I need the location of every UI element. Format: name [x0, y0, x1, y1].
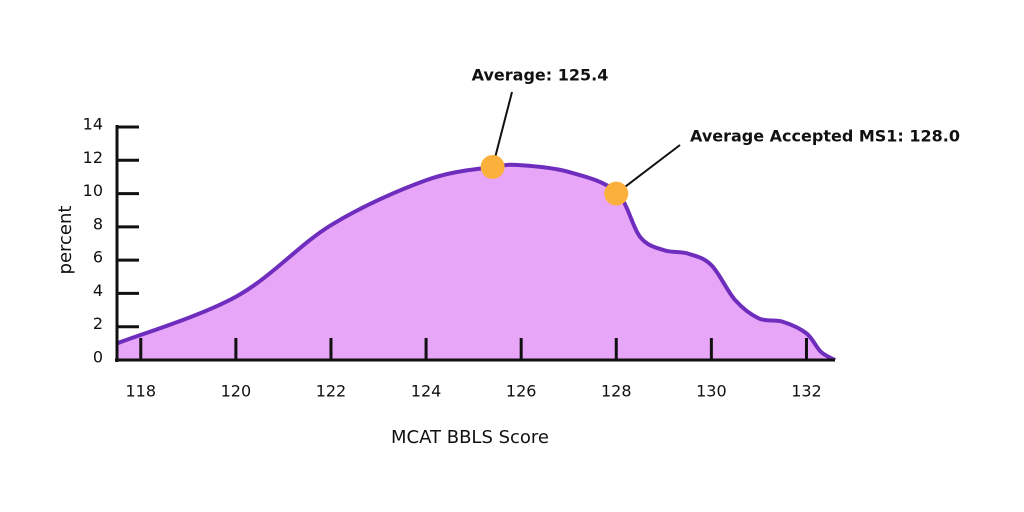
x-tick-label: 132: [791, 382, 822, 401]
area: [117, 164, 835, 360]
annotation-label: Average Accepted MS1: 128.0: [690, 127, 960, 146]
x-tick-label: 122: [316, 382, 347, 401]
x-tick-label: 120: [221, 382, 252, 401]
x-tick-label: 118: [126, 382, 157, 401]
y-tick-label: 4: [93, 281, 103, 300]
y-tick-label: 12: [83, 148, 103, 167]
line: [116, 162, 837, 362]
x-axis-label: MCAT BBLS Score: [391, 427, 549, 448]
annotation-leader: [615, 144, 681, 195]
y-tick-label: 10: [83, 181, 103, 200]
y-tick-label: 14: [83, 115, 103, 134]
x-tick-label: 126: [506, 382, 537, 401]
y-tick-label: 0: [93, 348, 103, 367]
y-tick-label: 8: [93, 214, 103, 233]
y-tick-label: 2: [93, 314, 103, 333]
y-axis-label: percent: [55, 206, 76, 275]
x-tick-label: 124: [411, 382, 442, 401]
annotation-marker: [480, 154, 505, 179]
x-tick-label: 128: [601, 382, 632, 401]
y-tick-label: 6: [93, 248, 103, 267]
annotation-label: Average: 125.4: [472, 66, 609, 85]
x-tick-label: 130: [696, 382, 727, 401]
annotation-marker: [604, 181, 629, 206]
annotation-leader: [491, 91, 513, 168]
